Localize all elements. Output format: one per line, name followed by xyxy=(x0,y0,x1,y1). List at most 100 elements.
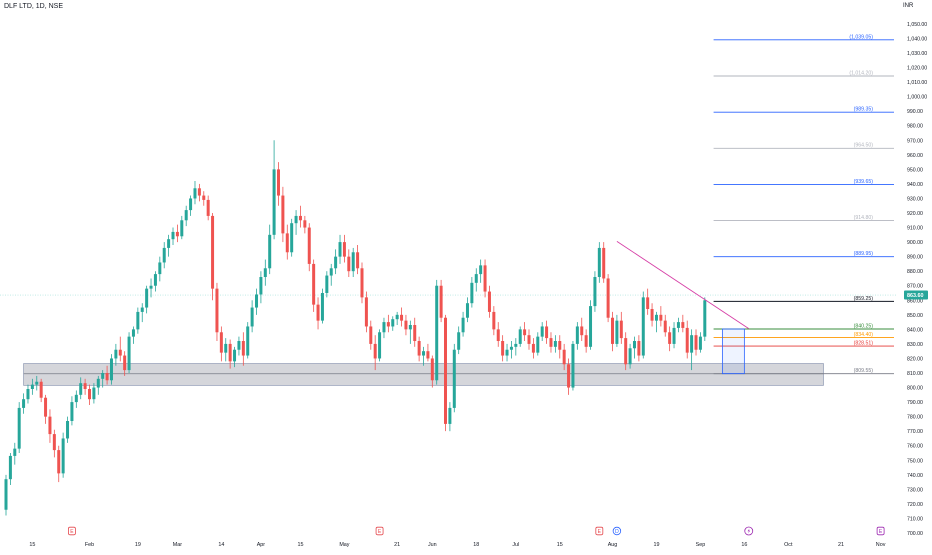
candle xyxy=(461,311,465,337)
candles xyxy=(4,140,707,516)
candle xyxy=(654,311,658,333)
candle-body xyxy=(114,349,118,359)
candle xyxy=(215,282,219,342)
candle-body xyxy=(417,341,421,356)
candle-body xyxy=(496,329,500,342)
event-letter: D xyxy=(615,529,619,535)
candle-body xyxy=(8,455,12,480)
x-tick-label: 15 xyxy=(297,542,303,548)
candle xyxy=(386,314,390,333)
candle-body xyxy=(518,329,522,344)
candle-body xyxy=(615,320,619,344)
fib-level-label: (1,014.20) xyxy=(849,70,873,76)
candle xyxy=(624,332,628,371)
candle-body xyxy=(171,231,175,240)
candle-body xyxy=(149,285,153,289)
candle xyxy=(430,355,434,388)
candle-body xyxy=(13,448,17,456)
y-tick-label: 700.00 xyxy=(907,531,923,537)
fib-level-label: (939.65) xyxy=(854,179,874,185)
candle-body xyxy=(162,247,166,263)
x-tick-label: 21 xyxy=(838,542,844,548)
candle-body xyxy=(338,242,342,257)
candle-body xyxy=(562,349,566,365)
candle-body xyxy=(606,278,610,318)
candle xyxy=(162,242,166,269)
candle xyxy=(105,365,109,385)
candle-body xyxy=(474,274,478,283)
candle-body xyxy=(276,169,280,196)
candle xyxy=(57,445,61,483)
candle-body xyxy=(351,252,355,272)
candle xyxy=(364,291,368,333)
candle xyxy=(290,218,294,257)
candle xyxy=(263,259,267,286)
candle-body xyxy=(52,434,56,451)
fib-level-label: (964.50) xyxy=(854,143,874,149)
y-tick-label: 1,010.00 xyxy=(907,80,927,86)
candle-body xyxy=(109,358,113,381)
candle xyxy=(338,234,342,264)
event-earnings-icon xyxy=(595,526,604,536)
candle-body xyxy=(167,239,171,248)
candle xyxy=(184,205,188,227)
candle-body xyxy=(131,329,135,337)
candle xyxy=(259,271,263,304)
candle-body xyxy=(444,317,447,424)
y-tick-label: 1,050.00 xyxy=(907,22,927,28)
event-marker: E xyxy=(375,526,384,536)
last-price-label: 863.60 xyxy=(907,293,924,299)
candle xyxy=(641,291,645,359)
fib-level-label: (859.25) xyxy=(854,296,874,302)
candle xyxy=(698,332,702,353)
candle xyxy=(197,183,201,202)
support-zone-rect xyxy=(23,363,824,386)
candle-body xyxy=(628,348,632,365)
candle xyxy=(602,242,606,283)
candle xyxy=(149,278,153,298)
candle-body xyxy=(492,311,496,330)
candle xyxy=(39,378,43,403)
candle xyxy=(369,320,373,350)
event-dividend-icon xyxy=(612,526,622,536)
candle-body xyxy=(637,341,641,356)
candle xyxy=(153,271,157,292)
candle xyxy=(307,223,311,272)
candle xyxy=(329,263,333,286)
x-tick-label: Oct xyxy=(784,542,793,548)
fib-level-label: (834.40) xyxy=(854,332,874,338)
candle-body xyxy=(470,282,474,304)
candle xyxy=(123,351,127,376)
candle-body xyxy=(422,351,426,356)
candle-body xyxy=(356,252,360,269)
candle xyxy=(298,205,302,228)
candle xyxy=(523,322,527,342)
candle xyxy=(83,378,87,395)
candle xyxy=(233,346,237,368)
candle xyxy=(650,303,654,327)
symbol-title: DLF LTD, 1D, NSE xyxy=(4,3,63,10)
event-marker: E xyxy=(595,526,604,536)
candle xyxy=(668,326,672,352)
x-tick-label: Feb xyxy=(85,542,94,548)
candle xyxy=(452,343,456,413)
candle-body xyxy=(580,326,584,336)
candle-body xyxy=(303,220,307,228)
candle-body xyxy=(272,169,276,235)
candle xyxy=(22,393,26,414)
y-tick-label: 870.00 xyxy=(907,284,923,290)
candle xyxy=(4,474,8,516)
candle-body xyxy=(698,336,702,350)
candle-body xyxy=(92,387,96,400)
x-tick-label: Sep xyxy=(696,542,706,548)
y-axis: 700.00 710.00 720.00 730.00 740.00 750.00 760.… xyxy=(904,22,928,537)
y-tick-label: 960.00 xyxy=(907,153,923,159)
y-tick-label: 930.00 xyxy=(907,196,923,202)
candle xyxy=(8,453,12,486)
y-tick-label: 810.00 xyxy=(907,371,923,377)
y-tick-label: 1,000.00 xyxy=(907,95,927,101)
candle-body xyxy=(430,358,434,381)
candle xyxy=(70,396,74,426)
